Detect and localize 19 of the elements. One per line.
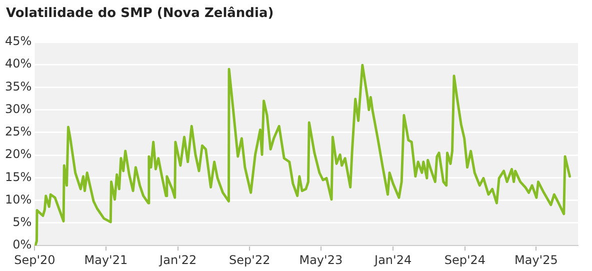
y-tick-label: 0% — [12, 238, 32, 252]
y-tick-label: 45% — [5, 34, 32, 48]
y-tick-label: 40% — [5, 56, 32, 71]
y-tick-label: 10% — [5, 192, 32, 206]
x-tick-label: May'25 — [514, 252, 558, 267]
x-tick-label: Sep'24 — [444, 252, 486, 267]
y-tick-label: 5% — [12, 215, 32, 230]
x-tick-label: Jan'22 — [158, 252, 197, 267]
chart-title: Volatilidade do SMP (Nova Zelândia) — [6, 6, 274, 21]
x-tick-label: Jan'24 — [374, 252, 412, 267]
y-tick-label: 15% — [5, 170, 32, 184]
y-tick-label: 30% — [5, 102, 32, 116]
x-tick-label: May'23 — [299, 252, 343, 267]
y-tick-label: 20% — [5, 147, 32, 162]
x-tick-label: Sep'22 — [229, 252, 270, 267]
y-tick-label: 25% — [5, 124, 32, 139]
x-tick-label: May'21 — [84, 252, 128, 267]
y-tick-label: 35% — [5, 79, 32, 94]
x-tick-label: Sep'20 — [14, 252, 56, 267]
